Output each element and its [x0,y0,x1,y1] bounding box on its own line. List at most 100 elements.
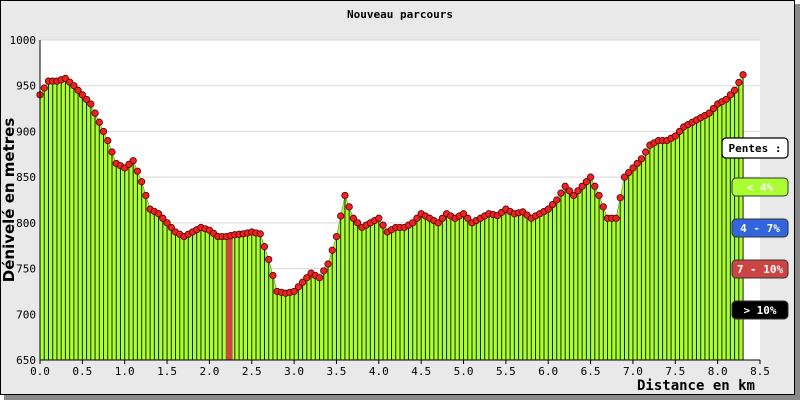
steep-slope-bar [228,235,233,360]
x-tick-label: 7.0 [623,365,643,378]
x-tick-labels: 0.0 0.5 1.0 1.5 2.0 2.5 3.0 3.5 4.0 4.5 5.0 5.5 6.0 6… [30,360,770,378]
legend-swatch [731,177,789,197]
data-point [95,118,103,126]
data-point [78,91,86,99]
data-point [586,173,595,181]
x-tick-label: 3.5 [327,365,347,378]
x-tick-label: 8.0 [708,365,728,378]
steep-slope-bar [226,236,231,360]
data-point [625,168,633,177]
legend-entry-label: 7 - 10% [737,263,784,276]
x-axis-label: Distance en km [637,378,755,394]
data-point [138,178,146,186]
x-tick-label: 4.5 [411,365,431,378]
data-point [167,223,175,232]
data-point [464,214,472,222]
data-point [591,182,599,190]
data-point [337,212,345,220]
data-point [722,95,730,104]
data-point [616,194,624,202]
x-tick-label: 1.0 [115,365,135,378]
y-tick-label: 900 [16,125,36,138]
data-point [730,86,739,94]
data-point [574,187,582,195]
y-tick-label: 750 [16,263,36,276]
data-point [294,283,302,291]
data-point [379,221,387,229]
data-point [735,78,743,87]
data-point [74,86,82,94]
data-point [154,210,163,218]
data-points [36,71,747,297]
data-point [561,182,569,190]
data-point [438,214,446,222]
data-point [328,246,336,254]
data-point [671,132,679,140]
data-point [133,167,142,175]
x-tick-label: 1.5 [157,365,177,378]
data-point [629,164,637,172]
data-point [265,255,273,264]
legend-entry-label: > 10% [743,304,776,317]
x-tick-label: 5.0 [454,365,474,378]
legend-swatch [731,259,789,279]
data-point [142,191,150,200]
data-point [582,178,590,186]
data-point [375,214,383,222]
x-tick-label: 2.0 [199,365,219,378]
data-point [565,187,574,195]
data-point [620,173,629,181]
data-point [553,196,561,204]
data-point [108,148,116,156]
x-tick-label: 6.5 [581,365,601,378]
data-point [315,274,324,282]
data-point [709,104,718,113]
y-tick-label: 1000 [10,34,37,47]
slope-legend: Pentes : < 4% 4 - 7% 7 - 10% > 10% [721,137,789,320]
y-tick-label: 850 [16,171,36,184]
data-point [642,148,650,156]
legend-swatch [731,300,789,320]
data-point [544,205,552,213]
x-tick-label: 5.5 [496,365,516,378]
data-point [104,136,112,145]
data-point [578,182,586,190]
data-point [260,243,269,251]
data-point [557,189,565,197]
x-tick-label: 0.5 [72,365,92,378]
data-point [163,219,171,227]
data-point [459,210,468,218]
data-point [324,260,332,268]
data-point [129,157,137,165]
y-tick-label: 700 [16,308,36,321]
x-tick-label: 4.0 [369,365,389,378]
data-point [413,214,421,222]
legend-title: Pentes : [729,142,782,155]
data-point [637,155,646,163]
x-tick-label: 2.5 [242,365,262,378]
data-point [349,214,358,222]
x-tick-label: 0.0 [30,365,50,378]
data-point [548,200,557,209]
data-point [159,214,167,222]
data-point [739,71,747,79]
legend-title-box [721,137,789,159]
frame-shadow-bottom [4,395,800,400]
data-point [354,219,362,227]
y-axis-label: Dénivelé en metres [0,118,18,283]
data-point [595,191,603,200]
data-point [70,82,78,90]
x-tick-label: 7.5 [665,365,685,378]
data-point [269,271,277,280]
data-point [99,127,108,136]
data-point [87,100,95,108]
data-point [434,219,442,227]
data-point [409,219,417,227]
chart-title: Nouveau parcours [347,8,453,21]
data-point [290,287,298,296]
data-point [570,191,578,200]
data-point [298,278,307,286]
data-point [82,95,91,104]
legend-entry-label: 4 - 7% [740,222,780,235]
